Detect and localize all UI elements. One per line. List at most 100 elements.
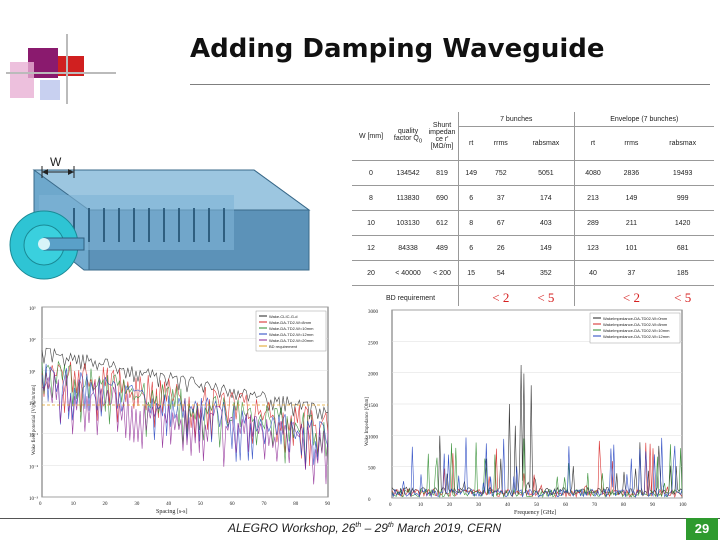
header-quality: quality factor Q0: [390, 112, 426, 161]
x-tick-label: 50: [534, 503, 540, 508]
title-divider: [190, 84, 710, 85]
y-tick-label: 3000: [368, 310, 379, 315]
table-cell: 612: [426, 210, 459, 236]
requirement-value: < 5: [518, 285, 574, 310]
grey-vertical-line: [66, 34, 68, 104]
impedance-trace: [391, 438, 683, 499]
table-cell: 999: [651, 185, 714, 211]
footer-part: March 2019, CERN: [393, 521, 502, 535]
right-ylabel: Wake Impedance [Ohm]: [365, 397, 370, 446]
table-cell: 211: [611, 210, 652, 236]
blue-block: [40, 80, 60, 100]
x-tick-label: 80: [621, 503, 627, 508]
header-rt: rt: [458, 126, 484, 161]
table-row: 8 113830 690 6 37 174 213 149 999: [352, 185, 714, 211]
table-cell: < 200: [426, 260, 459, 286]
y-tick-label: 10⁻¹: [29, 433, 39, 439]
pink-block: [10, 62, 34, 98]
footer-bar: [0, 518, 720, 540]
header-rabsmax: rabsmax: [669, 140, 697, 147]
legend-box: [255, 310, 327, 352]
wake-impedance-chart: 3000 2500 2000 1500 1000 500 0 0 10 20 30 40 50 60 70 8…: [365, 309, 687, 508]
x-tick-label: 40: [505, 503, 511, 508]
table-cell: 8: [458, 210, 484, 236]
table-cell: 5051: [518, 160, 574, 186]
table-cell: 1420: [651, 210, 714, 236]
header-rrms: rrms: [624, 140, 639, 147]
table-cell: 174: [518, 185, 574, 211]
footer-part: ALEGRO Workshop, 26: [228, 521, 356, 535]
x-tick-label: 80: [293, 502, 299, 507]
footer-line: [0, 518, 720, 519]
x-tick-label: 0: [389, 503, 392, 508]
y-tick-label: 1000: [368, 435, 379, 440]
table-row: 20 < 40000 < 200 15 54 352 40 37 185: [352, 260, 714, 286]
x-tick-label: 20: [447, 503, 453, 508]
table-cell: 681: [651, 235, 714, 261]
header-rabsmax: rabsmax: [532, 140, 560, 147]
header-w: W [mm]: [358, 132, 384, 140]
wake-potential-chart: 10³ 10² 10¹ 10⁰ 10⁻¹ 10⁻² 10⁻³0 10 20 30 40 50 60 70 8…: [29, 306, 331, 507]
header-shunt: Shunt impedan ce r' [MΩ/m]: [426, 112, 459, 161]
table-cell: 37: [483, 185, 519, 211]
legend-label: Wake-DA-TD2-W=20mm: [269, 338, 314, 343]
requirement-value: < 2: [483, 285, 519, 310]
table-row: 12 84338 489 6 26 149 123 101 681: [352, 235, 714, 261]
right-xlabel: Frequency [GHz]: [514, 510, 557, 516]
width-label: W: [50, 155, 62, 169]
left-xlabel: Spacing [s-s]: [156, 509, 188, 515]
x-tick-label: 50: [198, 502, 204, 507]
wake-trace: [41, 363, 329, 469]
header-shunt-line: [MΩ/m]: [430, 143, 454, 150]
x-tick-label: 70: [592, 503, 598, 508]
header-quality-sub: 0: [418, 138, 423, 145]
x-tick-label: 0: [39, 502, 42, 507]
legend-label: Wake-DA-TD2-W=8mm: [269, 320, 312, 325]
table-cell: < 40000: [390, 260, 426, 286]
empty-cell: [573, 285, 612, 310]
y-tick-label: 10⁻³: [29, 496, 39, 502]
y-tick-label: 2000: [368, 373, 379, 378]
table-cell: 289: [573, 210, 612, 236]
table-cell: 26: [483, 235, 519, 261]
wake-trace: [41, 347, 329, 420]
legend-label: WakeImpedance-DA-TD02-W=12mm: [603, 334, 670, 339]
table-cell: 8: [352, 185, 390, 211]
table-cell: 2836: [611, 160, 652, 186]
y-tick-label: 10⁰: [29, 401, 36, 407]
y-tick-label: 10²: [29, 338, 36, 344]
y-tick-label: 2500: [368, 341, 379, 346]
table-cell: 67: [483, 210, 519, 236]
x-tick-label: 60: [230, 502, 236, 507]
table-cell: 4080: [573, 160, 612, 186]
bd-requirement-label: BD requirement: [352, 285, 459, 310]
page-number: 29: [686, 518, 718, 540]
damped-structure-illustration: W: [9, 155, 311, 280]
legend-label: Wake-CLIC-G-d: [269, 314, 298, 319]
table-cell: 149: [611, 185, 652, 211]
table-cell: 819: [426, 160, 459, 186]
x-tick-label: 90: [325, 502, 331, 507]
impedance-trace: [391, 364, 683, 496]
table-cell: 149: [518, 235, 574, 261]
legend-label: WakeImpedance-DA-TD02-W=10mm: [603, 328, 670, 333]
wake-trace: [41, 371, 329, 485]
table-cell: 0: [352, 160, 390, 186]
y-tick-label: 10³: [29, 306, 36, 312]
table-row: 10 103130 612 8 67 403 289 211 1420: [352, 210, 714, 236]
wake-trace: [41, 360, 329, 468]
y-tick-label: 1500: [368, 404, 379, 409]
table-cell: 40: [573, 260, 612, 286]
legend-label: WakeImpedance-DA-TD02-W=0mm: [603, 316, 668, 321]
requirement-value: < 2: [611, 285, 652, 310]
corner-decoration: [0, 0, 130, 110]
legend-label: Wake-DA-TD2-W=10mm: [269, 326, 314, 331]
table-cell: 19493: [651, 160, 714, 186]
table-cell: 123: [573, 235, 612, 261]
table-cell: 134542: [390, 160, 426, 186]
requirement-value: < 5: [651, 285, 714, 310]
x-tick-label: 10: [71, 502, 77, 507]
header-rt: rt: [573, 126, 612, 161]
impedance-trace: [391, 437, 683, 499]
table-cell: 10: [352, 210, 390, 236]
